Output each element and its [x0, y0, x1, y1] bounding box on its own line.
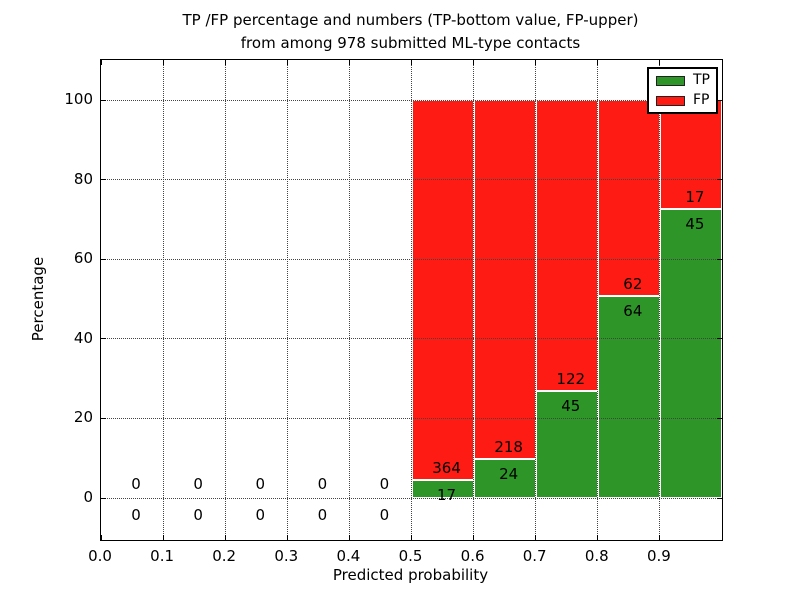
y-tick	[101, 99, 106, 101]
bar-count-tp: 0	[379, 506, 390, 524]
y-tick	[101, 338, 106, 340]
bar-segment-tp	[535, 390, 598, 498]
x-tick	[535, 60, 537, 65]
x-tick	[597, 60, 599, 65]
v-gridline	[286, 60, 288, 540]
chart-title-line2: from among 978 submitted ML-type contact…	[240, 34, 581, 52]
x-tick-label: 0.1	[150, 547, 175, 565]
bar-count-tp: 0	[317, 506, 328, 524]
x-tick	[659, 535, 661, 540]
x-tick	[348, 535, 350, 540]
x-tick	[411, 535, 412, 540]
bar-count-fp: 0	[379, 475, 390, 493]
y-tick	[101, 179, 106, 181]
x-tick	[100, 535, 102, 540]
plot-area: TP FP 0 0 0 0 0 0 0 0 0 0 364 17 218 24 122 45 62 64 17 45	[100, 59, 723, 541]
y-tick	[101, 497, 106, 499]
x-tick	[162, 535, 164, 540]
bar-count-tp: 0	[255, 506, 266, 524]
x-tick	[286, 535, 288, 540]
bar-segment-tp	[473, 458, 536, 498]
bar-count-fp: 364	[432, 459, 461, 478]
x-tick	[348, 60, 350, 65]
bar-count-tp: 24	[499, 464, 519, 483]
y-tick	[717, 179, 722, 181]
x-tick-label: 0.2	[212, 547, 237, 565]
x-tick	[473, 60, 475, 65]
y-tick-label: 60	[73, 249, 93, 268]
x-tick-label: 0.7	[522, 547, 547, 565]
bar-segment-tp	[411, 480, 474, 498]
legend-swatch	[656, 75, 685, 86]
legend-swatch	[656, 95, 685, 106]
bar-count-fp: 0	[255, 475, 266, 493]
stacked-bar	[473, 100, 536, 498]
bar-count-fp: 62	[623, 274, 643, 293]
y-tick-label: 40	[73, 328, 93, 347]
bar-count-tp: 17	[437, 486, 457, 505]
legend-label: TP	[693, 72, 710, 88]
bar-count-fp: 0	[317, 475, 328, 493]
v-gridline	[348, 60, 350, 540]
y-tick-label: 100	[64, 90, 93, 108]
bar-segment-fp	[597, 100, 660, 296]
y-tick-label: 20	[73, 408, 93, 427]
bar-segment-fp	[473, 100, 536, 459]
bar-count-fp: 0	[193, 475, 203, 493]
y-tick	[101, 258, 106, 260]
legend-label: FP	[693, 92, 710, 108]
bar-count-tp: 0	[131, 506, 141, 524]
chart-title-line1: TP /FP percentage and numbers (TP-bottom…	[182, 11, 639, 29]
y-tick-label: 0	[83, 488, 93, 506]
y-tick	[717, 258, 722, 260]
x-tick	[100, 60, 102, 65]
chart-title: TP /FP percentage and numbers (TP-bottom…	[100, 9, 721, 55]
x-tick	[659, 60, 661, 65]
bar-count-fp: 218	[494, 437, 523, 456]
x-tick-label: 0.5	[398, 547, 423, 565]
x-tick-label: 0.6	[460, 547, 485, 565]
bar-segment-fp	[659, 100, 722, 210]
bar-count-tp: 45	[561, 396, 581, 415]
x-tick	[473, 535, 475, 540]
x-tick	[224, 60, 226, 65]
y-tick	[101, 417, 106, 419]
x-tick-label: 0.4	[336, 547, 361, 565]
v-gridline	[224, 60, 226, 540]
x-axis-label: Predicted probability	[332, 566, 489, 584]
x-tick	[535, 535, 537, 540]
v-gridline	[162, 60, 164, 540]
x-tick	[286, 60, 288, 65]
x-tick-label: 0.3	[274, 547, 299, 565]
stacked-bar	[659, 100, 722, 498]
bar-count-fp: 17	[685, 188, 705, 207]
y-tick	[717, 497, 722, 499]
bar-segment-tp	[597, 295, 660, 498]
bar-count-tp: 45	[685, 215, 705, 234]
bar-segment-fp	[535, 100, 598, 391]
stacked-bar	[597, 100, 660, 498]
bar-count-fp: 122	[556, 369, 586, 388]
bar-count-tp: 0	[193, 506, 203, 524]
stacked-bar	[411, 100, 474, 498]
x-tick	[224, 535, 226, 540]
bar-count-tp: 64	[623, 301, 643, 320]
x-tick-label: 0.8	[584, 547, 609, 565]
x-tick-label: 0.9	[646, 547, 671, 565]
legend-item-fp: FP	[649, 93, 716, 108]
bar-count-fp: 0	[131, 475, 141, 493]
x-tick-label: 0.0	[88, 547, 112, 565]
y-tick-label: 80	[73, 169, 93, 188]
x-tick	[411, 60, 412, 65]
y-tick	[717, 338, 722, 340]
legend-item-tp: TP	[649, 73, 716, 88]
y-tick	[717, 417, 722, 419]
x-tick	[162, 60, 164, 65]
legend: TP FP	[647, 67, 718, 114]
bar-segment-fp	[411, 100, 474, 481]
bar-segment-tp	[659, 209, 722, 498]
stacked-bar	[535, 100, 598, 498]
x-tick	[597, 535, 599, 540]
